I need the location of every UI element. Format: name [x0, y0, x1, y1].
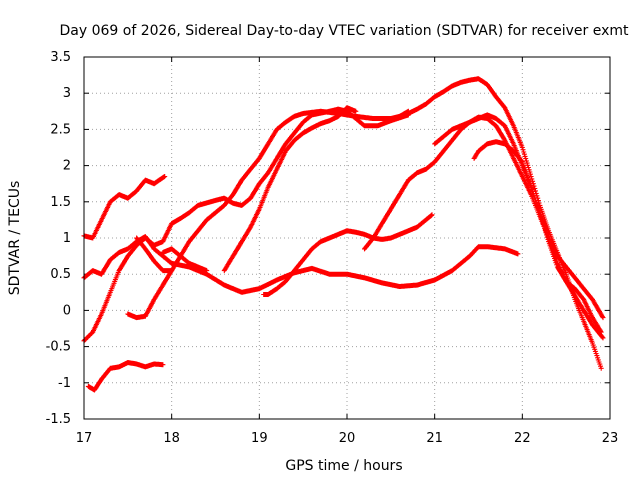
data-marks: [221, 105, 359, 274]
data-marks: [81, 106, 411, 344]
series-arc-4: [85, 360, 166, 393]
y-tick-label: 2.5: [50, 122, 71, 137]
x-tick-label: 17: [76, 431, 93, 446]
data-marks: [125, 108, 411, 321]
y-tick-label: 0: [63, 303, 71, 318]
axis-ticks: 17 18 19 20 21 22 23 -1.5 -1 -0.5 0 0.5 1 1.5 2 2.5 3 3.5: [46, 50, 619, 446]
series-arc-11: [405, 76, 604, 371]
series-arc-12: [432, 112, 606, 321]
series-arc-1: [81, 174, 168, 241]
data-marks: [471, 139, 606, 341]
series-arc-3: [81, 106, 411, 344]
data-marks: [85, 360, 166, 393]
plot-frame: [83, 56, 611, 420]
y-tick-label: 1.5: [50, 195, 71, 210]
series-arc-9: [261, 212, 435, 297]
data-marks: [81, 174, 168, 241]
y-tick-label: -1: [58, 376, 71, 391]
y-tick-label: 3.5: [50, 50, 71, 65]
data-marks: [134, 235, 175, 274]
y-axis-label: SDTVAR / TECUs: [7, 181, 23, 296]
y-tick-label: 3: [63, 86, 71, 101]
y-tick-label: 2: [63, 159, 71, 174]
x-axis-label: GPS time / hours: [285, 458, 402, 474]
y-tick-label: -0.5: [46, 340, 71, 355]
x-tick-label: 22: [514, 431, 531, 446]
x-tick-label: 20: [339, 431, 356, 446]
series-arc-13: [471, 139, 606, 341]
y-tick-label: -1.5: [46, 412, 71, 427]
data-marks: [261, 212, 435, 297]
data-points: [81, 76, 606, 393]
series-arc-7: [160, 246, 210, 274]
series-arc-6: [134, 235, 175, 274]
x-tick-label: 18: [163, 431, 180, 446]
chart-title: Day 069 of 2026, Sidereal Day-to-day VTE…: [60, 23, 630, 39]
series-arc-5: [125, 108, 411, 321]
x-tick-label: 21: [426, 431, 443, 446]
y-tick-label: 1: [63, 231, 71, 246]
data-marks: [160, 246, 210, 274]
x-tick-label: 19: [251, 431, 268, 446]
y-tick-label: 0.5: [50, 267, 71, 282]
data-marks: [405, 76, 604, 371]
data-marks: [432, 112, 606, 321]
series-arc-8: [221, 105, 359, 274]
x-tick-label: 23: [602, 431, 619, 446]
